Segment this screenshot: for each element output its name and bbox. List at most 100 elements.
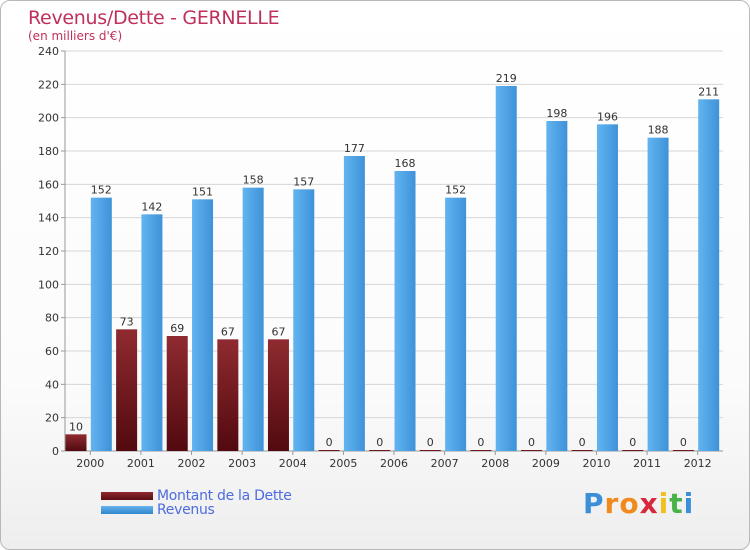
bar-dette-2004 (267, 339, 289, 451)
bar-dette-2001 (116, 329, 138, 451)
bar-dette-2011 (622, 450, 644, 451)
bar-revenus-2006 (394, 171, 416, 451)
bar-dette-2007 (419, 450, 441, 451)
bar-revenus-2005 (343, 156, 365, 451)
label-dette-2011: 0 (629, 436, 636, 449)
data-labels: 10 152 73 142 69 151 67 158 67 157 0 177 0 168 0 152 0 21… (69, 72, 719, 449)
y-tick-label: 160 (38, 178, 59, 191)
x-tick-label: 2011 (633, 457, 661, 470)
bar-dette-2002 (166, 336, 188, 451)
logo-letter: r (604, 487, 620, 520)
label-revenus-2009: 198 (546, 107, 567, 120)
label-dette-2012: 0 (680, 436, 687, 449)
x-tick-label: 2003 (228, 457, 256, 470)
x-tick-label: 2002 (178, 457, 206, 470)
y-tick-label: 100 (38, 278, 59, 291)
bar-revenus-2008 (495, 86, 517, 451)
bar-revenus-2009 (546, 121, 568, 451)
y-tick-label: 0 (52, 445, 59, 458)
legend-item-dette: Montant de la Dette (101, 488, 292, 504)
logo-letter: i (658, 487, 670, 520)
y-tick-label: 180 (38, 145, 59, 158)
bar-revenus-2002 (192, 199, 214, 451)
bar-revenus-2004 (293, 189, 315, 452)
bar-revenus-2010 (596, 124, 618, 451)
label-revenus-2007: 152 (445, 184, 466, 197)
x-tick-label: 2006 (380, 457, 408, 470)
legend-swatch-dette (101, 492, 153, 500)
x-tick-label: 2000 (76, 457, 104, 470)
y-tick-label: 80 (45, 312, 59, 325)
y-tick-label: 200 (38, 112, 59, 125)
logo-letter: x (639, 487, 659, 520)
bar-revenus-2007 (445, 197, 467, 451)
legend-swatch-revenus (101, 506, 153, 514)
chart-title: Revenus/Dette - GERNELLE (28, 7, 280, 29)
bar-dette-2012 (672, 450, 694, 451)
bar-dette-2003 (217, 339, 239, 451)
logo-letter: o (619, 487, 640, 520)
label-dette-2001: 73 (120, 315, 134, 328)
y-tick-label: 60 (45, 345, 59, 358)
label-dette-2005: 0 (326, 436, 333, 449)
y-tick-label: 20 (45, 412, 59, 425)
label-dette-2009: 0 (528, 436, 535, 449)
x-tick-label: 2004 (279, 457, 307, 470)
y-tick-label: 140 (38, 212, 59, 225)
label-dette-2000: 10 (69, 420, 83, 433)
label-revenus-2004: 157 (293, 175, 314, 188)
label-dette-2003: 67 (221, 325, 235, 338)
label-revenus-2002: 151 (192, 185, 213, 198)
x-tick-label: 2001 (127, 457, 155, 470)
x-tick-label: 2012 (684, 457, 712, 470)
bars (65, 86, 720, 452)
label-revenus-2000: 152 (91, 184, 112, 197)
label-dette-2008: 0 (477, 436, 484, 449)
legend-item-revenus: Revenus (101, 502, 215, 518)
bar-dette-2010 (571, 450, 593, 451)
x-tick-label: 2009 (532, 457, 560, 470)
logo-letter: t (669, 487, 684, 520)
y-tick-label: 120 (38, 245, 59, 258)
label-dette-2006: 0 (376, 436, 383, 449)
label-revenus-2005: 177 (344, 142, 365, 155)
label-dette-2002: 69 (170, 322, 184, 335)
legend-label-revenus: Revenus (157, 502, 215, 518)
x-tick-label: 2008 (481, 457, 509, 470)
label-dette-2007: 0 (427, 436, 434, 449)
bar-revenus-2001 (141, 214, 163, 451)
chart-subtitle: (en milliers d'€) (28, 29, 123, 43)
bar-revenus-2011 (647, 137, 669, 451)
x-tick-label: 2007 (431, 457, 459, 470)
label-dette-2004: 67 (271, 325, 285, 338)
legend-label-dette: Montant de la Dette (157, 488, 292, 504)
x-tick-label: 2005 (329, 457, 357, 470)
proxiti-logo: Proxiti (583, 487, 694, 520)
x-tick-label: 2010 (582, 457, 610, 470)
bar-revenus-2012 (698, 99, 720, 451)
y-tick-label: 240 (38, 45, 59, 58)
y-tick-label: 40 (45, 378, 59, 391)
bar-dette-2008 (470, 450, 492, 451)
label-revenus-2012: 211 (698, 85, 719, 98)
label-revenus-2003: 158 (243, 174, 264, 187)
bar-dette-2006 (369, 450, 391, 451)
label-revenus-2006: 168 (395, 157, 416, 170)
y-tick-label: 220 (38, 78, 59, 91)
bar-revenus-2000 (90, 197, 112, 451)
x-axis-ticks: 2000 2001 2002 2003 2004 2005 2006 2007 2008 2009… (76, 451, 712, 470)
label-revenus-2001: 142 (141, 200, 162, 213)
label-revenus-2008: 219 (496, 72, 517, 85)
bar-revenus-2003 (242, 187, 264, 451)
label-revenus-2011: 188 (648, 124, 669, 137)
grid-lines (65, 50, 723, 452)
label-revenus-2010: 196 (597, 110, 618, 123)
bar-dette-2000 (65, 434, 87, 451)
bar-dette-2005 (318, 450, 340, 451)
bar-dette-2009 (521, 450, 543, 451)
logo-letter: P (583, 487, 605, 520)
label-dette-2010: 0 (579, 436, 586, 449)
